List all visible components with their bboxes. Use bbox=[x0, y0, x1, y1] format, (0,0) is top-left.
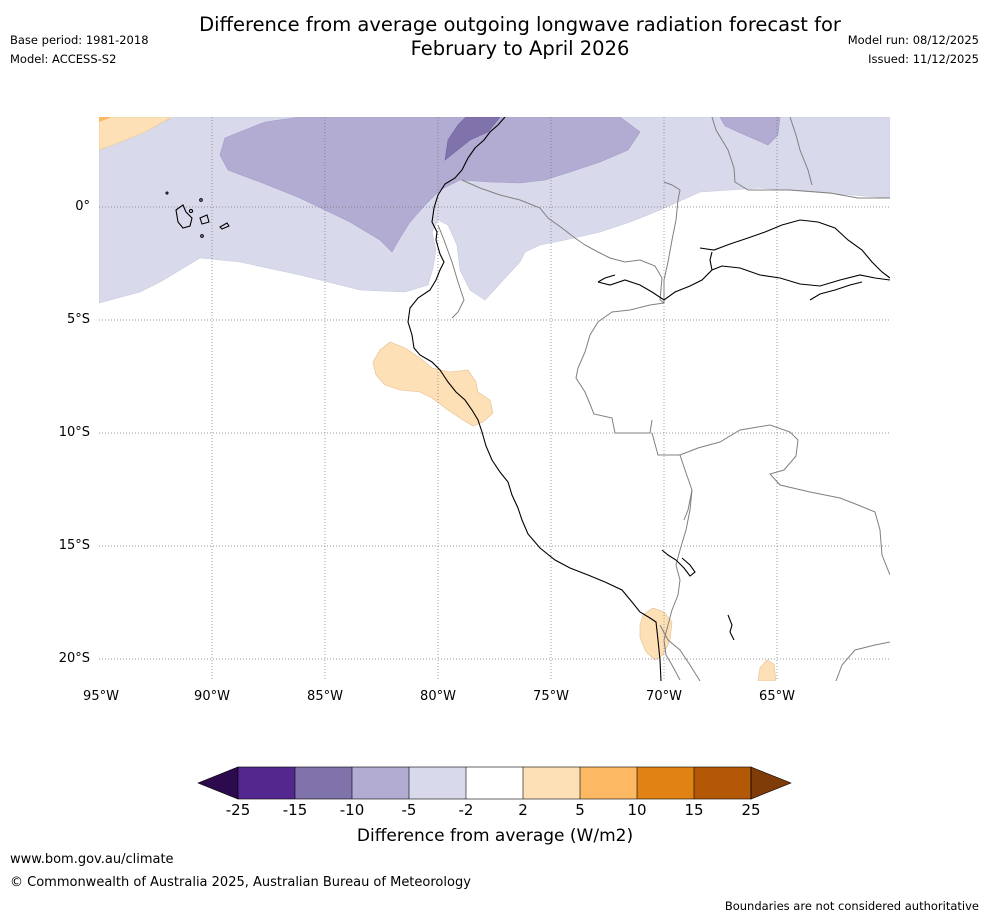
lon-label-95w: 95°W bbox=[83, 689, 119, 704]
footer-disclaimer: Boundaries are not considered authoritat… bbox=[724, 899, 979, 913]
lat-label-10s: 10°S bbox=[58, 425, 90, 440]
lat-label-0: 0° bbox=[75, 199, 90, 214]
colorbar-label: Difference from average (W/m2) bbox=[356, 826, 634, 846]
colorbar-bin-9 bbox=[694, 767, 751, 799]
colorbar-tick: 2 bbox=[518, 801, 528, 819]
colorbar-bin-8 bbox=[637, 767, 694, 799]
issued-text: Issued: 11/12/2025 bbox=[868, 52, 979, 66]
anomaly-region-orange-corner bbox=[99, 117, 112, 122]
lon-label-80w: 80°W bbox=[420, 689, 456, 704]
chart-title-line2: February to April 2026 bbox=[410, 37, 630, 60]
colorbar-tick: 25 bbox=[741, 801, 761, 819]
model-run-text: Model run: 08/12/2025 bbox=[847, 33, 979, 47]
lon-label-70w: 70°W bbox=[646, 689, 682, 704]
footer-url: www.bom.gov.au/climate bbox=[10, 852, 174, 867]
colorbar-bin-5 bbox=[466, 767, 523, 799]
anomaly-region-light-orange-nw bbox=[99, 117, 173, 151]
colorbar-tick: -15 bbox=[282, 801, 308, 819]
colorbar-bin-4 bbox=[409, 767, 466, 799]
coastlines bbox=[407, 117, 890, 681]
colorbar-bin-2 bbox=[295, 767, 352, 799]
galapagos-islands bbox=[165, 191, 230, 238]
colorbar-bin-7 bbox=[580, 767, 637, 799]
colorbar-bin-6 bbox=[523, 767, 580, 799]
colorbar-tick: -10 bbox=[339, 801, 365, 819]
colorbar-tick: -25 bbox=[225, 801, 251, 819]
model-text: Model: ACCESS-S2 bbox=[10, 52, 117, 66]
colorbar-tick: 5 bbox=[575, 801, 585, 819]
chart-title: Difference from average outgoing longwav… bbox=[120, 13, 920, 61]
colorbar-tick: 15 bbox=[684, 801, 704, 819]
anomaly-region-dark-purple bbox=[444, 117, 501, 161]
colorbar bbox=[197, 766, 792, 800]
colorbar-dividers bbox=[237, 766, 752, 800]
chart-title-line1: Difference from average outgoing longwav… bbox=[199, 13, 841, 36]
colorbar-tick: -2 bbox=[458, 801, 474, 819]
lon-label-90w: 90°W bbox=[194, 689, 230, 704]
colorbar-tick: 10 bbox=[627, 801, 647, 819]
anomaly-region-light-orange-coast bbox=[372, 341, 494, 427]
colorbar-bin-3 bbox=[352, 767, 409, 799]
country-borders bbox=[437, 117, 890, 681]
base-period-text: Base period: 1981-2018 bbox=[10, 33, 149, 47]
lon-label-75w: 75°W bbox=[533, 689, 569, 704]
colorbar-tick: -5 bbox=[401, 801, 417, 819]
colorbar-bin-1 bbox=[238, 767, 295, 799]
lat-label-5s: 5°S bbox=[66, 312, 90, 327]
footer-copyright: © Commonwealth of Australia 2025, Austra… bbox=[10, 875, 471, 890]
lon-label-85w: 85°W bbox=[307, 689, 343, 704]
anomaly-region-medium-purple-east bbox=[719, 117, 781, 146]
anomaly-region-light-orange-se bbox=[757, 659, 777, 681]
colorbar-extend-high bbox=[750, 766, 792, 800]
lon-label-65w: 65°W bbox=[759, 689, 795, 704]
lat-label-20s: 20°S bbox=[58, 651, 90, 666]
graticule bbox=[99, 117, 890, 681]
lat-label-15s: 15°S bbox=[58, 538, 90, 553]
map-area bbox=[99, 117, 890, 681]
colorbar-extend-low bbox=[197, 766, 239, 800]
